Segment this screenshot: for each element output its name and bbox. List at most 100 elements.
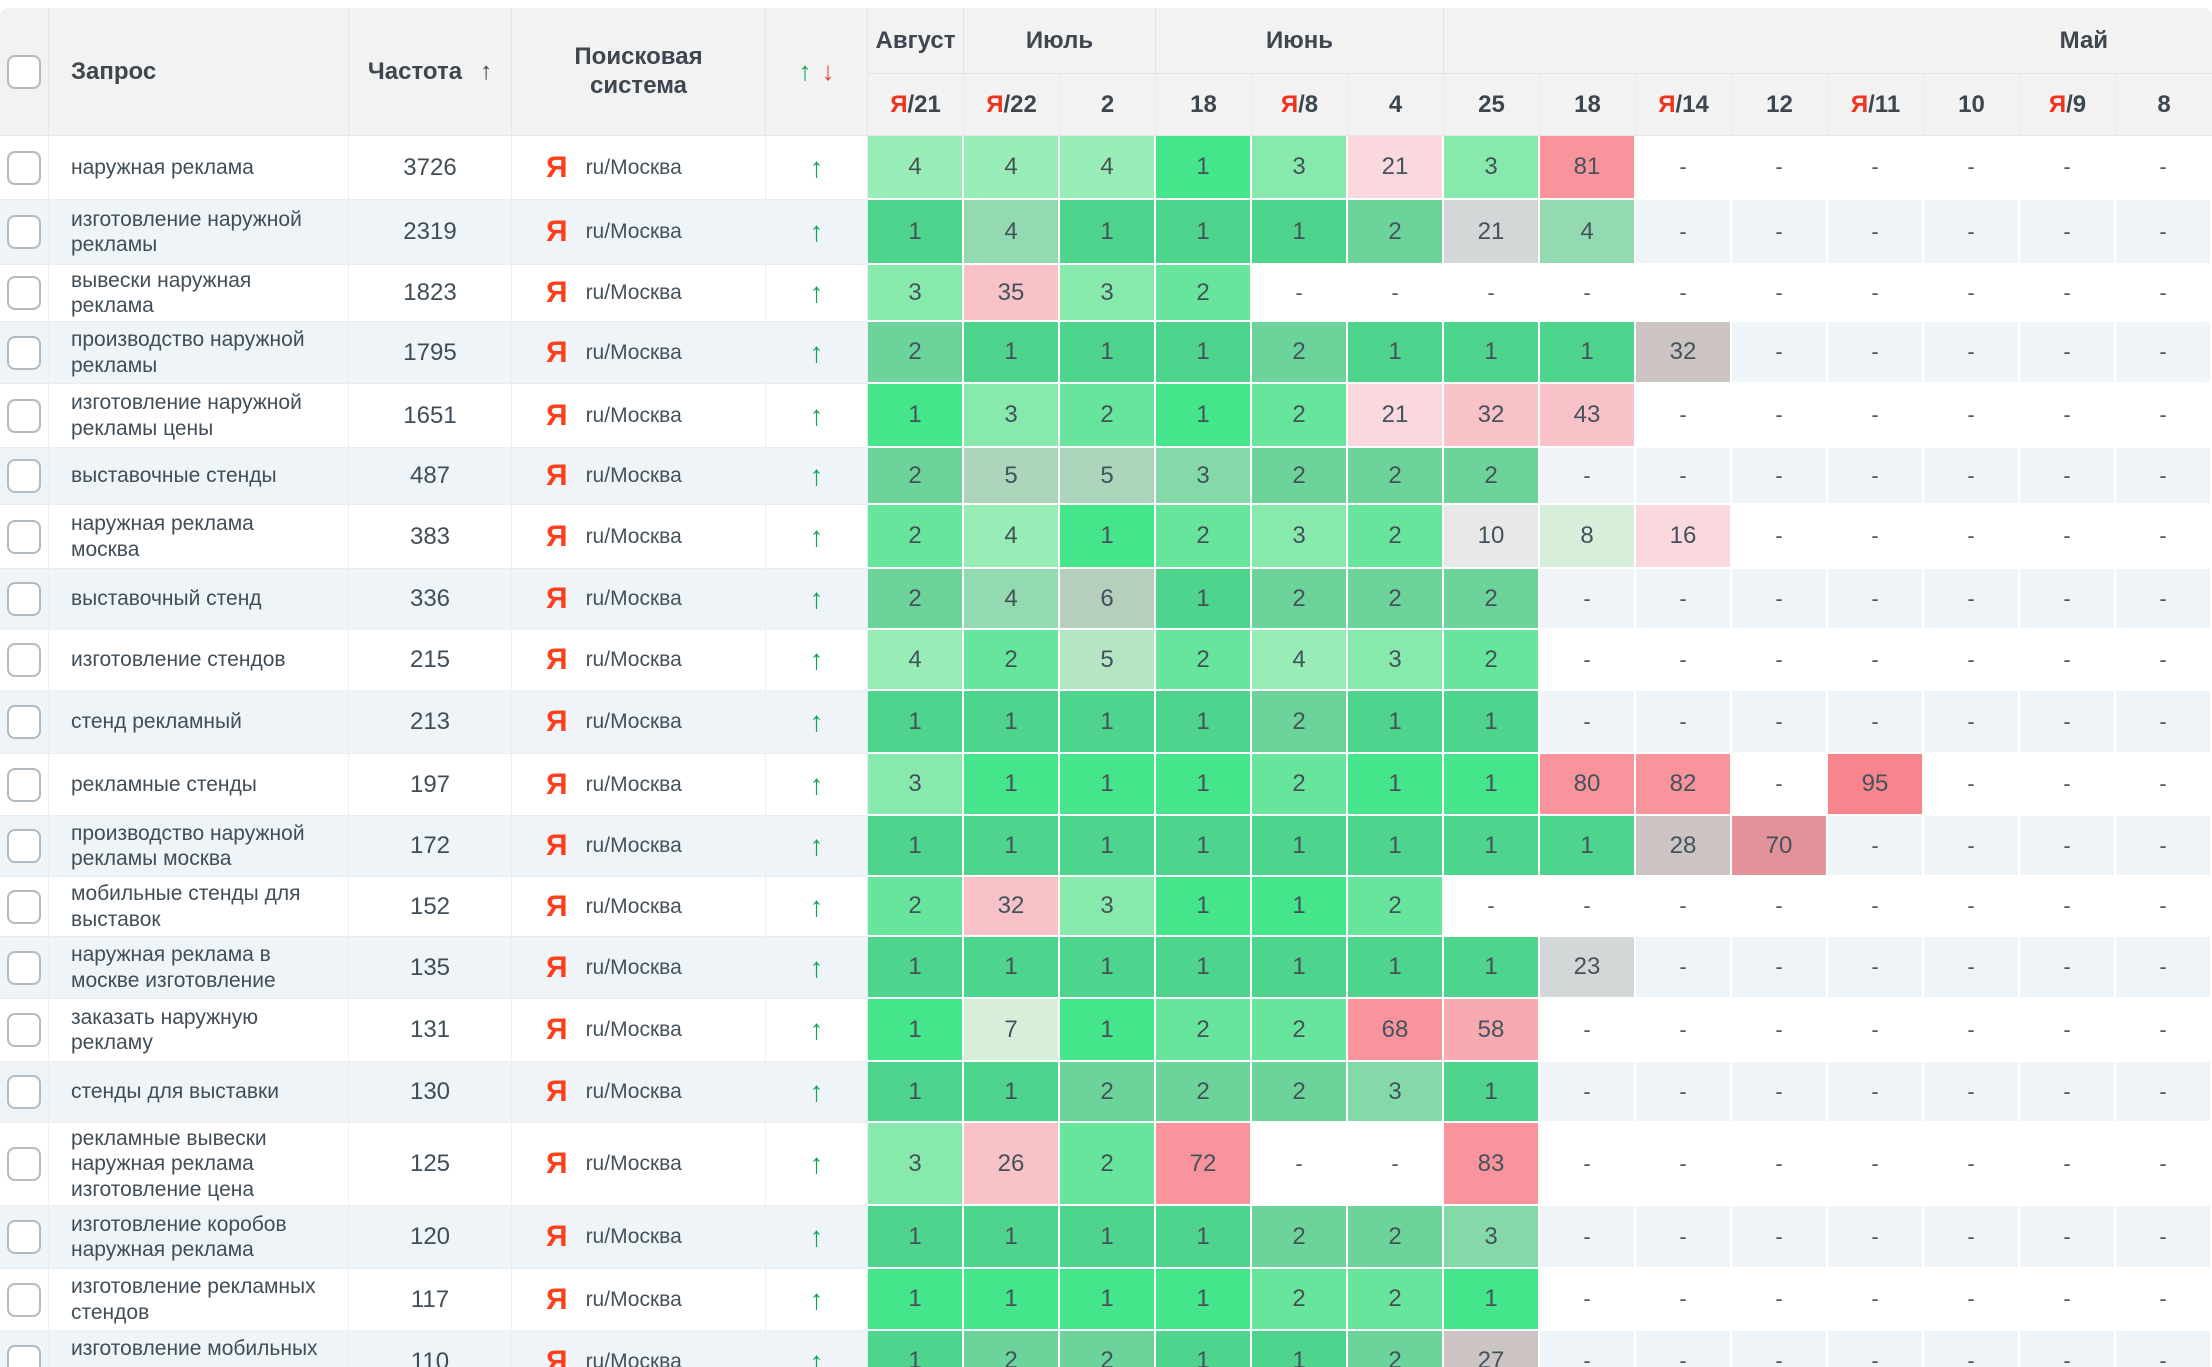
date-column-header[interactable]: Я/21 [868,74,964,136]
row-checkbox[interactable] [7,767,41,802]
position-cell: - [1924,384,2021,448]
date-column-header[interactable]: 25 [1444,74,1541,136]
position-value: 2 [1196,1077,1210,1105]
date-column-header[interactable]: 10 [1924,74,2021,136]
query-label[interactable]: мобильные стенды для выставок [71,882,301,931]
position-cell: - [1828,630,1925,691]
row-checkbox[interactable] [7,889,41,924]
position-value: 1 [1100,953,1114,980]
query-label[interactable]: изготовление мобильных стендов [71,1337,318,1367]
yandex-icon: Я [546,276,568,309]
query-label[interactable]: стенды для выставки [71,1080,279,1104]
yandex-icon: Я [546,519,568,553]
date-column-header[interactable]: 4 [1348,74,1445,136]
position-cell: 1 [1252,1331,1348,1367]
date-column-header[interactable]: 2 [1060,74,1156,136]
query-label[interactable]: изготовление наружной рекламы [71,207,302,256]
query-label[interactable]: рекламные стенды [71,772,257,796]
date-column-header[interactable]: Я/14 [1636,74,1733,136]
row-checkbox[interactable] [7,829,41,863]
position-value: 1 [1196,338,1210,365]
query-label[interactable]: наружная реклама в москве изготовление [71,943,276,992]
query-label[interactable]: заказать наружную рекламу [71,1005,258,1054]
frequency-cell: 130 [349,1062,512,1123]
date-column-header[interactable]: Я/11 [1828,74,1925,136]
query-label[interactable]: вывески наружная реклама [71,268,252,317]
date-column-header[interactable]: 12 [1732,74,1829,136]
position-cell: 1 [1156,1206,1252,1269]
query-label[interactable]: изготовление коробов наружная реклама [71,1212,287,1261]
position-cell: 1 [1060,754,1156,816]
position-value: - [1775,402,1783,427]
position-cell: 32 [1636,322,1733,384]
row-checkbox-cell [0,816,49,877]
row-checkbox[interactable] [7,335,41,370]
position-value: - [1775,462,1783,488]
position-cell: - [1828,1269,1925,1331]
row-checkbox[interactable] [7,150,41,185]
position-cell: - [1732,448,1829,505]
position-value: - [2159,771,2167,796]
trend-up-icon: ↑ [809,399,824,431]
trend-up-icon: ↑ [809,151,824,183]
position-value: - [1967,462,1975,488]
date-column-header[interactable]: Я/8 [1252,74,1348,136]
query-label[interactable]: производство наружной рекламы [71,328,305,377]
position-value: - [1679,954,1687,979]
row-checkbox[interactable] [7,1147,41,1181]
query-label[interactable]: выставочные стенды [71,464,277,488]
query-label[interactable]: производство наружной рекламы москва [71,821,305,870]
position-value: - [2159,339,2167,364]
row-checkbox[interactable] [7,705,41,739]
position-cell: - [1828,569,1925,630]
row-checkbox[interactable] [7,1013,41,1047]
row-checkbox[interactable] [7,1075,41,1109]
position-value: - [2159,154,2167,179]
position-value: 2 [1484,461,1498,489]
row-checkbox[interactable] [7,215,41,249]
column-header-frequency[interactable]: Частота ↑ [349,8,512,136]
date-column-header[interactable]: 8 [2116,74,2212,136]
position-cell: 2 [964,1331,1060,1367]
query-label[interactable]: изготовление стендов [71,648,286,672]
row-checkbox[interactable] [7,1344,41,1367]
row-checkbox[interactable] [7,398,41,433]
trend-up-icon: ↑ [809,830,824,861]
query-label[interactable]: изготовление рекламных стендов [71,1275,316,1324]
column-header-query[interactable]: Запрос [49,8,349,136]
row-checkbox[interactable] [7,1282,41,1317]
row-checkbox[interactable] [7,459,41,493]
query-label[interactable]: изготовление наружной рекламы цены [71,391,302,440]
query-label[interactable]: наружная реклама [71,155,254,179]
position-value: 95 [1861,770,1889,797]
position-value: 1 [1004,338,1018,365]
position-value: - [1967,954,1975,979]
position-cell: 1 [1060,816,1156,877]
query-cell: выставочные стенды [49,448,349,505]
row-checkbox[interactable] [7,276,41,310]
position-value: 1 [1100,770,1114,797]
row-checkbox[interactable] [7,582,41,616]
position-value: 35 [997,278,1025,306]
query-label[interactable]: рекламные вывески наружная реклама изгот… [71,1127,267,1201]
query-label[interactable]: наружная реклама москва [71,512,254,561]
row-checkbox-cell [0,630,49,691]
position-value: 1 [1100,338,1114,365]
column-header-trend[interactable]: ↑ ↓ [766,8,868,136]
position-cell: 1 [964,937,1060,999]
select-all-checkbox[interactable] [7,54,41,89]
query-label[interactable]: выставочный стенд [71,587,262,611]
date-column-header[interactable]: 18 [1540,74,1637,136]
date-column-header[interactable]: Я/22 [964,74,1060,136]
trend-up-icon: ↑ [809,706,824,737]
position-cell: 27 [1444,1331,1541,1367]
position-value: 2 [1292,338,1306,365]
date-column-header[interactable]: Я/9 [2020,74,2117,136]
row-checkbox[interactable] [7,950,41,985]
row-checkbox[interactable] [7,643,41,677]
position-cell: 2 [868,448,964,505]
row-checkbox[interactable] [7,519,41,554]
query-label[interactable]: стенд рекламный [71,710,242,734]
row-checkbox[interactable] [7,1220,41,1254]
date-column-header[interactable]: 18 [1156,74,1252,136]
